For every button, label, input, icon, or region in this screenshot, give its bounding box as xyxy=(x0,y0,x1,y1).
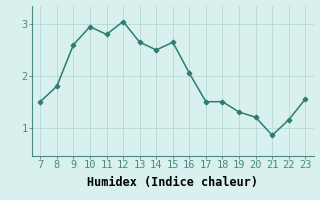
X-axis label: Humidex (Indice chaleur): Humidex (Indice chaleur) xyxy=(87,176,258,189)
